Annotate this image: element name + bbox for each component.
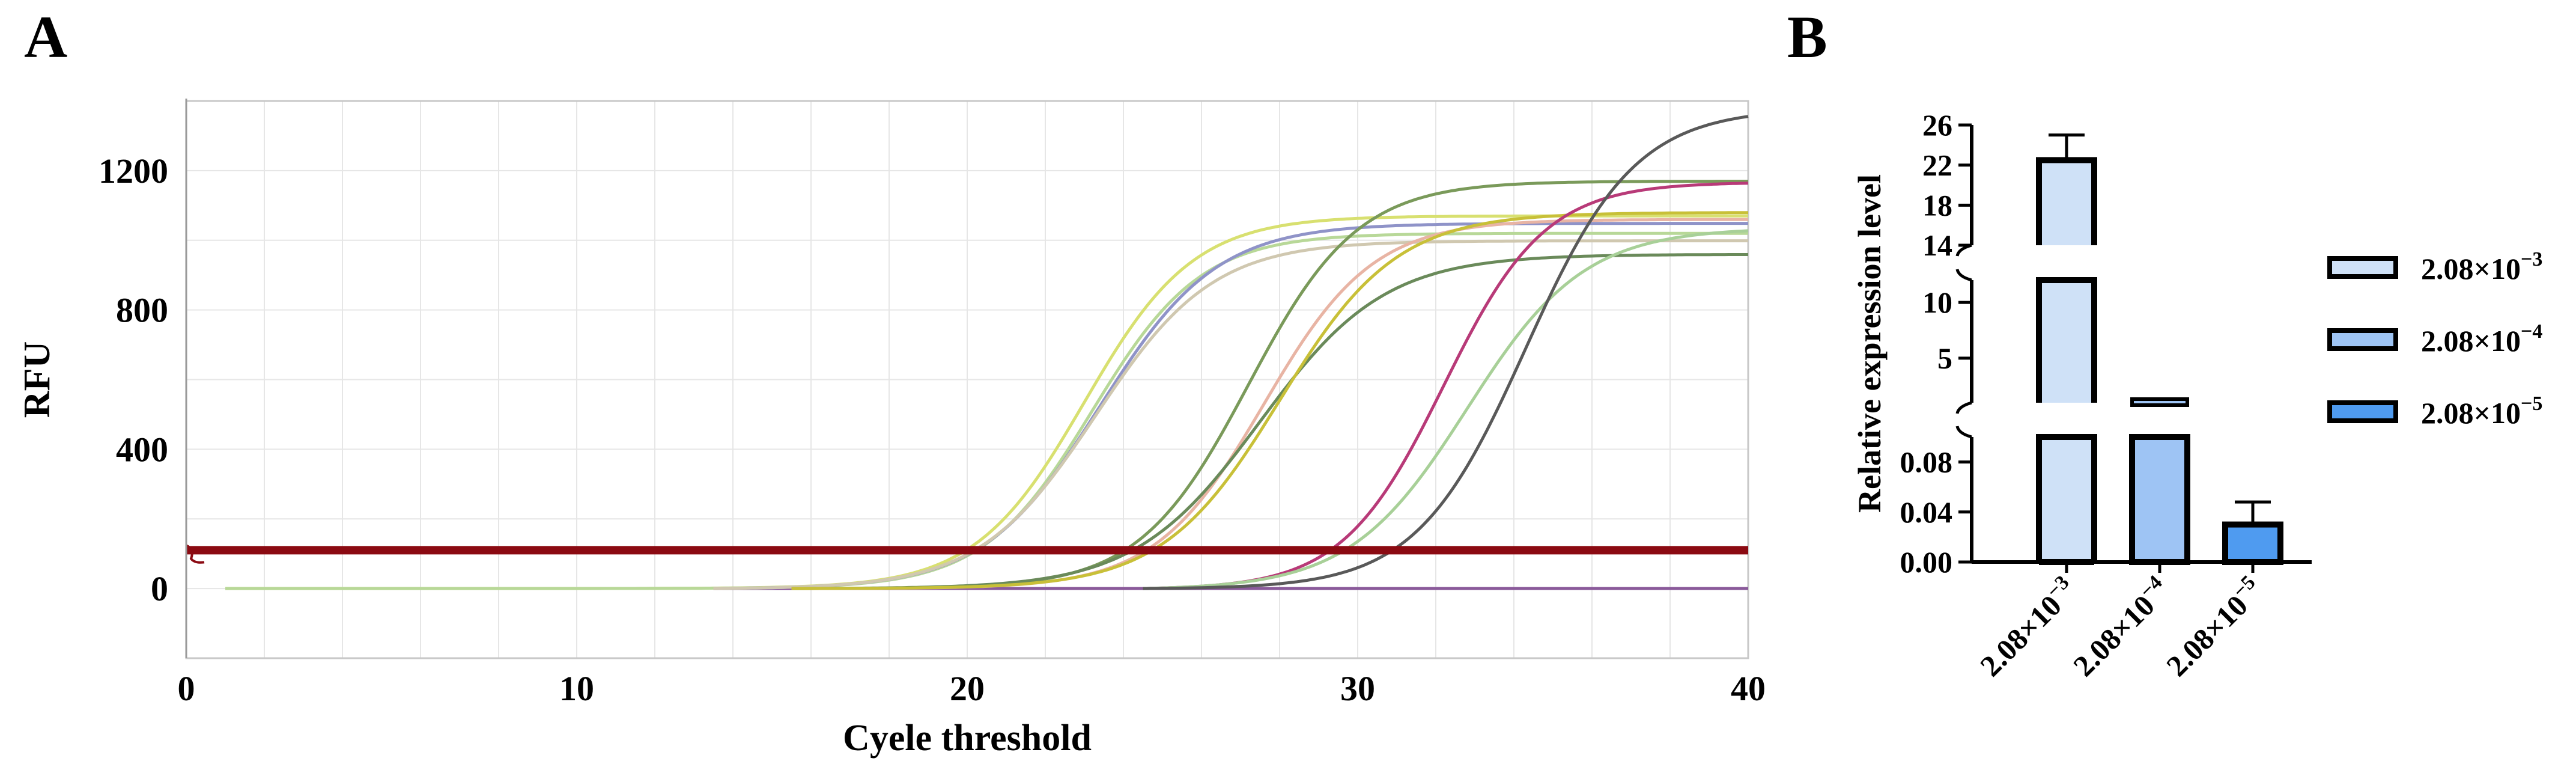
amplification-curve-8 [791, 211, 1748, 590]
tick-labels: 0.00 0.04 0.08 5 10 14 18 22 26 [1900, 108, 1972, 579]
legend-label: 2.08×10−3 [2421, 248, 2542, 286]
amplification-curves [186, 115, 1749, 590]
axis-break-mark [1955, 401, 1972, 414]
y-tick-label: 5 [1937, 341, 1952, 375]
axis-break-mark [1955, 269, 1972, 282]
category-label: 2.08×10−5 [2158, 571, 2270, 683]
bars [2036, 133, 2283, 565]
legend-swatch [2327, 256, 2398, 279]
y-tick-label: 0.00 [1900, 545, 1953, 579]
amplification-curve-11 [1143, 115, 1749, 590]
y-tick-label: 10 [1922, 286, 1952, 319]
legend-label-base: 2.08×10 [2421, 324, 2521, 358]
panel-b-letter: B [1787, 4, 1827, 70]
legend-label-base: 2.08×10 [2421, 252, 2521, 286]
amplification-curve-10 [1143, 229, 1749, 590]
x-tick-label: 40 [1731, 669, 1766, 708]
axis-break-mark [1955, 243, 1972, 257]
category-labels: 2.08×10−32.08×10−42.08×10−5 [1972, 571, 2270, 683]
y-axis-label: RFU [17, 341, 58, 418]
y-tick-label: 22 [1922, 148, 1952, 182]
panel-a-letter: A [24, 4, 67, 70]
y-tick-label: 26 [1922, 108, 1952, 142]
bar-1-middle [2036, 277, 2097, 403]
category-label: 2.08×10−3 [1972, 571, 2083, 683]
bar-2-lower [2129, 434, 2190, 565]
y-tick-label: 400 [116, 430, 168, 469]
x-tick-label: 20 [950, 669, 985, 708]
threshold-marker [186, 544, 205, 564]
y-tick-label: 18 [1922, 188, 1952, 222]
legend-label-exponent: −4 [2521, 320, 2542, 343]
bar-2-upper [2130, 397, 2189, 407]
x-axis-label: Cyele threshold [843, 718, 1092, 759]
bar-1-upper [2036, 157, 2097, 245]
x-tick-label: 0 [178, 669, 195, 708]
category-label-base: 2.08×10 [2067, 588, 2161, 683]
x-tick-label: 30 [1340, 669, 1375, 708]
y-axis-label: Relative expression level [1852, 174, 1888, 513]
x-tick-label: 10 [559, 669, 594, 708]
amplification-curve-4 [713, 239, 1748, 590]
y-tick-label: 14 [1922, 228, 1952, 262]
y-tick-label: 0 [151, 569, 168, 608]
y-tick-label: 800 [116, 291, 168, 330]
legend-label-base: 2.08×10 [2421, 396, 2521, 430]
legend-swatch [2327, 328, 2398, 351]
y-tick-label: 1200 [99, 151, 168, 191]
legend-label: 2.08×10−4 [2421, 320, 2542, 358]
category-label-base: 2.08×10 [1973, 588, 2068, 683]
legend: 2.08×10−32.08×10−42.08×10−5 [2327, 248, 2542, 430]
legend-label: 2.08×10−5 [2421, 393, 2542, 430]
bar-3 [2222, 521, 2283, 565]
category-label-base: 2.08×10 [2160, 588, 2254, 683]
axis-break-mark [1955, 426, 1972, 439]
legend-swatch [2327, 400, 2398, 423]
bar-1-lower [2036, 434, 2097, 562]
y-tick-label: 0.04 [1900, 495, 1953, 529]
y-tick-label: 0.08 [1900, 445, 1953, 479]
category-label: 2.08×10−4 [2065, 571, 2177, 683]
legend-label-exponent: −3 [2521, 248, 2542, 270]
legend-label-exponent: −5 [2521, 393, 2542, 415]
